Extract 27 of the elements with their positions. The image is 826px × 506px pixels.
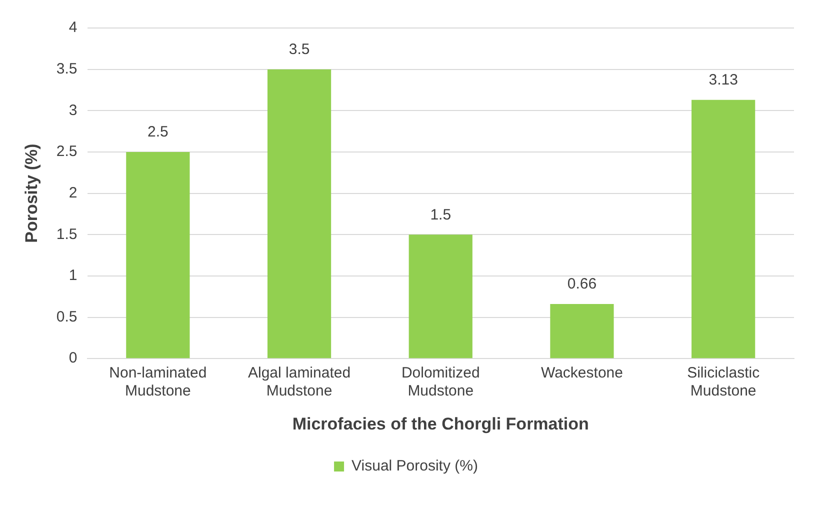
y-tick-label: 1 [68,267,78,284]
x-tick-label: Dolomitized Mudstone [401,364,480,400]
bar [408,234,472,358]
data-label: 1.5 [430,206,452,224]
x-axis-title: Microfacies of the Chorgli Formation [292,414,589,434]
data-label: 2.5 [147,124,168,141]
x-tick-label: Wackestone [540,364,623,382]
x-tick-label: Siliciclastic Mudstone [687,364,760,400]
x-tick-label: Algal laminated Mudstone [248,364,351,400]
y-tick-label: 2 [68,184,78,202]
y-tick-label: 3.5 [56,60,78,78]
bar [126,152,190,358]
y-tick-label: 0.5 [56,308,78,326]
bar [550,304,614,358]
data-label: 3.5 [288,40,310,58]
y-tick-label: 3 [68,102,78,119]
bar [267,69,332,358]
bar [692,100,756,358]
x-tick-label: Non-laminated Mudstone [109,364,207,400]
data-label: 0.66 [567,276,597,293]
y-tick-label: 4 [68,19,78,36]
legend-label: Visual Porosity (%) [352,458,478,475]
y-tick-label: 2.5 [56,143,78,160]
y-tick-label: 1.5 [56,226,78,243]
y-axis-title: Porosity (%) [22,144,41,243]
y-tick-label: 0 [68,350,78,367]
data-label: 3.13 [708,72,738,89]
